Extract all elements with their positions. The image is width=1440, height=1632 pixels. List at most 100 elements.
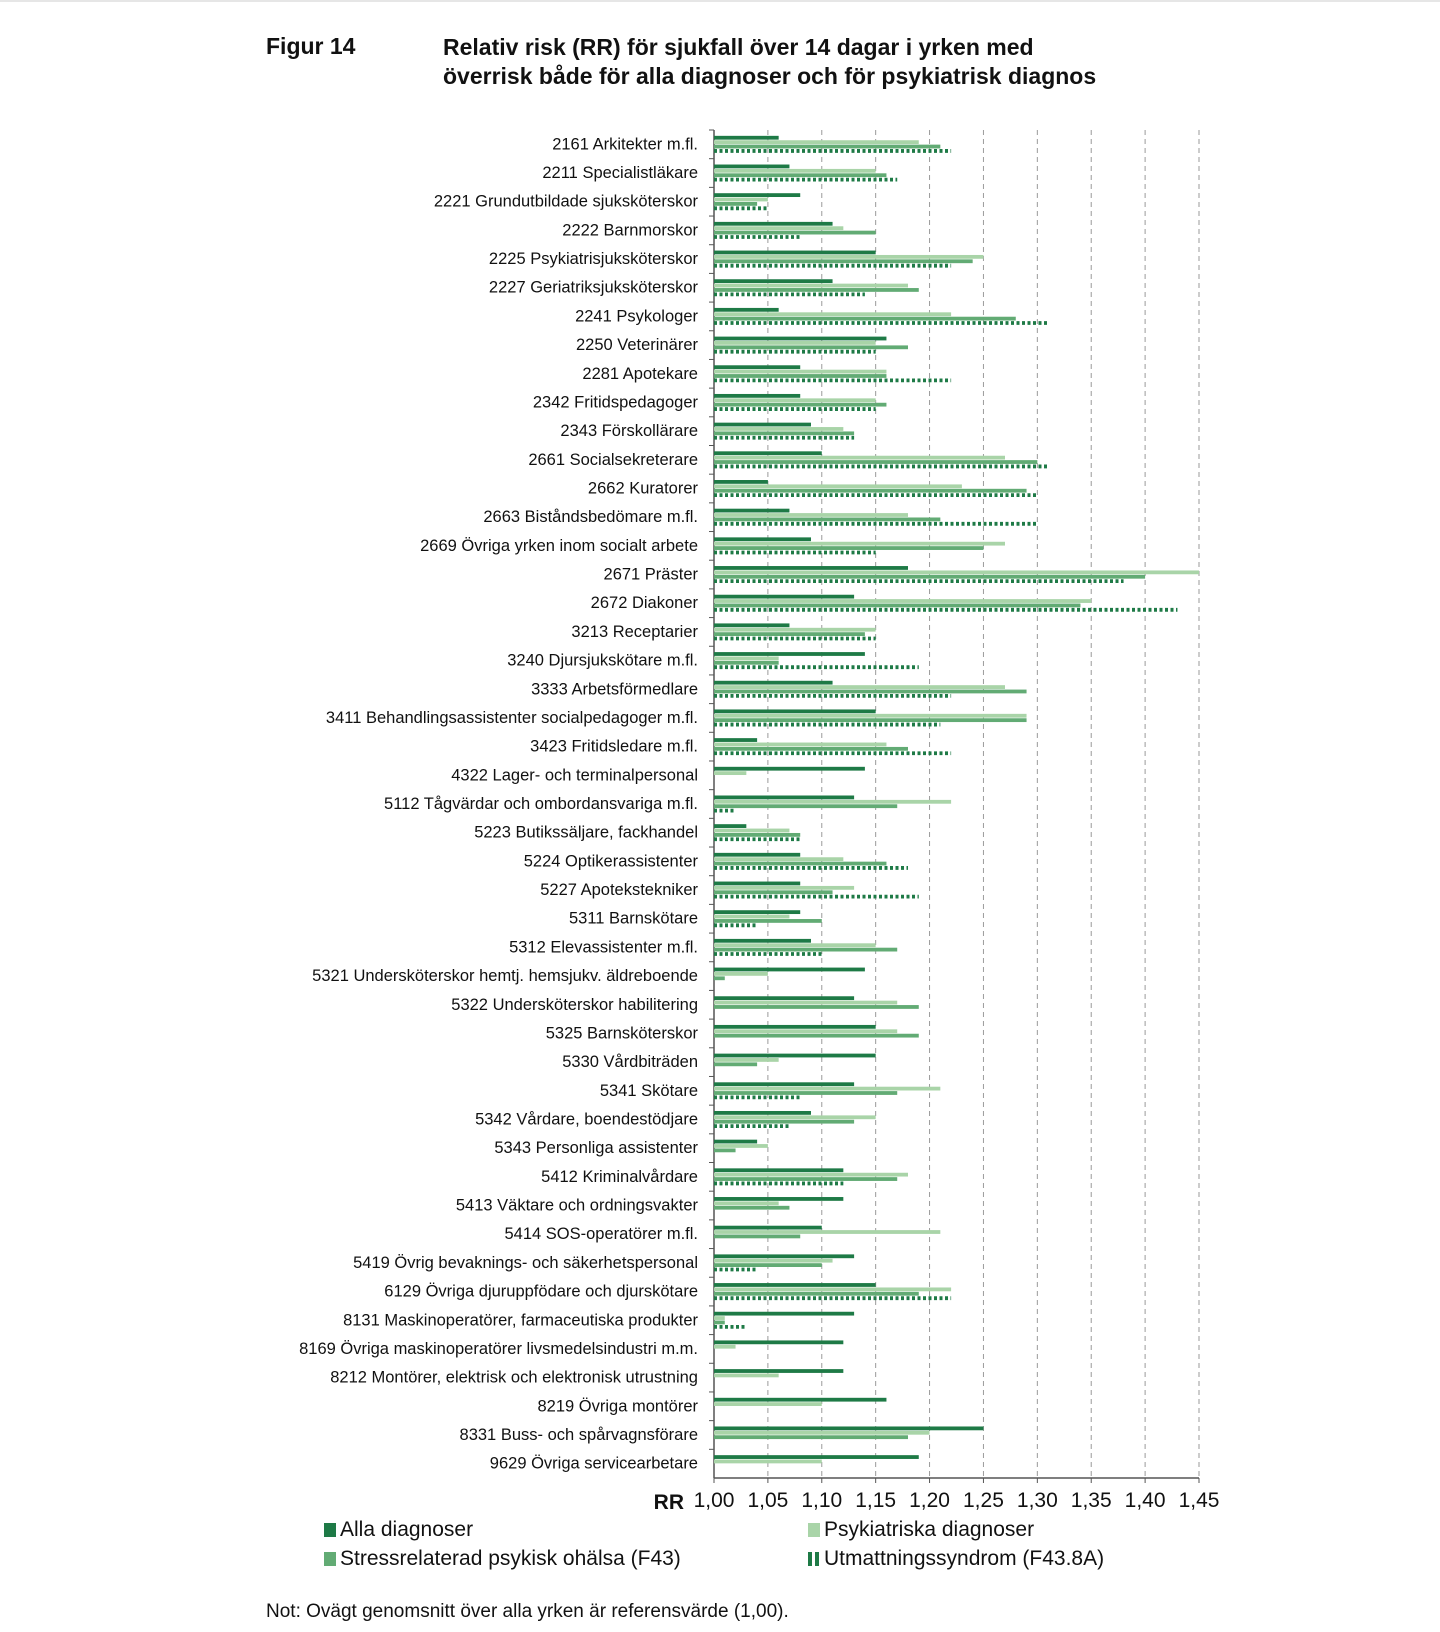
category-label: 2661 Socialsekreterare [528,451,698,469]
x-axis-label: RR [654,1491,684,1514]
legend-item-utmatt: Utmattningssyndrom (F43.8A) [808,1547,1104,1571]
bar-alla [714,1082,855,1087]
bar-psyk [714,1086,941,1091]
bar-alla [714,1053,876,1058]
figure-title-line-2: överrisk både för alla diagnoser och för… [443,63,1097,89]
bar-alla [714,594,855,599]
bar-psyk [714,627,876,632]
bar-psyk [714,713,1027,718]
bar-stress [714,259,973,264]
legend-label-utmatt: Utmattningssyndrom (F43.8A) [824,1547,1105,1570]
footnote: Not: Ovägt genomsnitt över alla yrken är… [266,1601,789,1622]
legend-item-stress: Stressrelaterad psykisk ohälsa (F43) [324,1547,681,1571]
category-label: 2241 Psykologer [575,307,698,325]
bar-alla [714,1311,855,1316]
category-label: 5112 Tågvärdar och ombordansvariga m.fl. [384,795,698,813]
bar-stress [714,1005,919,1009]
bar-psyk [714,1029,898,1034]
bar-stress [714,976,725,981]
bar-alla [714,1397,887,1402]
category-label: 4322 Lager- och terminalpersonal [451,766,698,784]
bar-stress [714,1291,919,1296]
bar-alla [714,1283,876,1287]
x-tick-label: 1,30 [1017,1489,1058,1512]
category-label: 5414 SOS-operatörer m.fl. [504,1225,698,1243]
category-label: 2671 Präster [604,566,699,584]
bar-alla [714,1455,919,1459]
bar-stress [714,574,1146,579]
bar-alla [714,910,801,915]
bar-psyk [714,1201,779,1206]
category-label: 8219 Övriga montörer [538,1397,699,1415]
bar-stress [714,517,941,522]
bar-alla [714,1225,822,1230]
bar-stress [714,1091,898,1095]
bar-alla [714,393,801,398]
bar-stress [714,890,833,895]
bar-alla [714,480,768,484]
category-label: 5311 Barnskötare [569,910,698,928]
bar-psyk [714,914,790,919]
category-label: 2250 Veterinärer [576,336,699,354]
category-label: 5224 Optikerassistenter [524,852,699,870]
bar-psyk [714,427,844,431]
category-label: 5223 Butikssäljare, fackhandel [474,824,698,842]
bar-psyk [714,197,768,202]
bar-stress [714,632,865,637]
bar-alla [714,537,811,542]
legend-swatch-utmatt [808,1552,820,1566]
bar-stress [714,804,898,809]
bar-psyk [714,1459,822,1464]
category-label: 2222 Barnmorskor [562,221,698,239]
figure-title: Relativ risk (RR) för sjukfall över 14 d… [443,33,1203,91]
x-tick-label: 1,15 [855,1489,896,1512]
category-label: 3240 Djursjukskötare m.fl. [507,652,698,670]
bar-alla [714,422,811,427]
category-label: 2281 Apotekare [582,365,698,383]
bar-alla [714,738,758,742]
bar-psyk [714,226,844,231]
bar-stress [714,546,984,550]
category-label: 5321 Undersköterskor hemtj. hemsjukv. äl… [312,967,698,985]
category-label: 8212 Montörer, elektrisk och elektronisk… [330,1369,698,1387]
bar-psyk [714,971,768,976]
bar-stress [714,431,855,436]
bar-stress [714,1320,725,1325]
bar-psyk [714,599,1092,603]
bar-psyk [714,857,844,862]
bar-alla [714,1426,984,1431]
bar-alla [714,193,801,198]
bar-psyk [714,1000,898,1005]
bar-stress [714,1033,919,1038]
category-label: 5341 Skötare [600,1082,698,1100]
bar-psyk [714,685,1005,689]
category-label: 3411 Behandlingsassistenter socialpedago… [326,709,698,727]
category-label: 2221 Grundutbildade sjuksköterskor [434,193,699,211]
bar-psyk [714,828,790,833]
bar-stress [714,402,887,407]
bar-psyk [714,398,876,403]
bar-psyk [714,484,962,489]
bar-psyk [714,140,919,145]
bar-psyk [714,1258,833,1263]
category-label: 8169 Övriga maskinoperatörer livsmedelsi… [299,1340,698,1358]
category-label: 2672 Diakoner [591,594,699,612]
bar-psyk [714,570,1199,575]
x-tick-label: 1,00 [694,1489,735,1512]
category-label: 2669 Övriga yrken inom socialt arbete [420,537,698,555]
bar-psyk [714,369,887,374]
bar-psyk [714,1373,779,1378]
bar-alla [714,307,779,312]
bar-psyk [714,513,908,517]
category-label: 5412 Kriminalvårdare [541,1168,698,1186]
bar-stress [714,374,887,378]
bar-stress [714,947,898,952]
bar-alla [714,824,747,828]
bar-alla [714,881,801,886]
rr-bar-chart: 1,00 1,05 1,10 1,15 1,20 1,25 1,30 1,35 1,40 1,45… [299,129,1219,1514]
category-label: 2343 Förskollärare [560,422,698,440]
bar-alla [714,967,865,972]
bar-alla [714,164,790,169]
top-border [0,0,1440,2]
legend-item-alla: Alla diagnoser [324,1518,473,1542]
